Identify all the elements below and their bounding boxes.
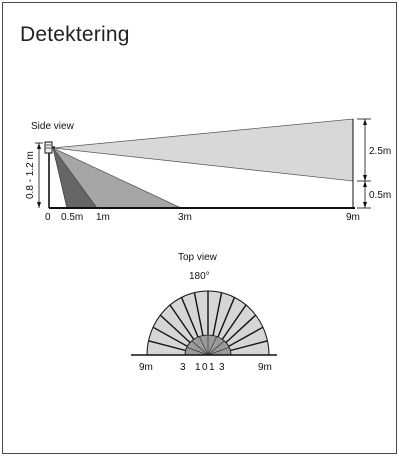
fan-spoke bbox=[221, 304, 247, 340]
range-label: 0 bbox=[45, 212, 51, 223]
distance-label: 0 bbox=[202, 362, 208, 373]
fan-spoke bbox=[217, 297, 236, 338]
inner-fan-spoke bbox=[186, 346, 209, 356]
range-label: 9m bbox=[346, 212, 360, 223]
fan-spokes bbox=[148, 291, 268, 352]
far-height-dimension: 2.5m 0.5m bbox=[357, 118, 391, 209]
inner-fan-spoke bbox=[198, 336, 209, 356]
fan-spoke bbox=[169, 304, 195, 340]
inner-fan-spoke bbox=[207, 340, 225, 356]
mount-height-label: 0.8 - 1.2 m bbox=[25, 151, 36, 199]
fan-spoke bbox=[148, 340, 186, 352]
fan-spoke bbox=[152, 326, 188, 347]
fan-spoke bbox=[193, 292, 204, 336]
top-view-distance-labels: 9m 3 1 0 1 3 9m bbox=[139, 362, 272, 373]
fan-spoke bbox=[180, 297, 199, 338]
fan-spoke bbox=[228, 326, 264, 347]
fan-spoke bbox=[230, 340, 268, 352]
distance-label: 1 bbox=[209, 362, 215, 373]
inner-fan-spoke bbox=[207, 336, 218, 356]
range-labels: 0 0.5m 1m 3m 9m bbox=[45, 212, 360, 223]
far-lower-label: 0.5m bbox=[369, 190, 391, 201]
inner-fan-spoke bbox=[191, 340, 209, 356]
side-view-label: Side view bbox=[31, 121, 75, 132]
range-label: 0.5m bbox=[61, 212, 83, 223]
fan-spoke bbox=[225, 314, 257, 344]
top-view: Top view 180° 9m 3 1 0 1 3 9m bbox=[131, 252, 277, 373]
page-title: Detektering bbox=[20, 23, 130, 46]
inner-fan-spokes bbox=[186, 335, 230, 356]
distance-label: 3 bbox=[219, 362, 225, 373]
side-view: Side view bbox=[25, 118, 391, 223]
inner-fan-spoke bbox=[207, 346, 230, 356]
fan-spoke bbox=[212, 292, 223, 336]
top-view-label: Top view bbox=[178, 252, 218, 263]
distance-label: 1 bbox=[195, 362, 201, 373]
range-label: 3m bbox=[178, 212, 192, 223]
detection-diagram: Side view bbox=[25, 118, 391, 373]
far-upper-label: 2.5m bbox=[369, 146, 391, 157]
mount-height-dimension: 0.8 - 1.2 m bbox=[25, 142, 43, 208]
distance-label: 3 bbox=[180, 362, 186, 373]
sensor-icon bbox=[44, 141, 55, 154]
distance-label: 9m bbox=[139, 362, 153, 373]
fan-spoke bbox=[159, 314, 191, 344]
range-label: 1m bbox=[96, 212, 110, 223]
distance-label: 9m bbox=[258, 362, 272, 373]
angle-label: 180° bbox=[189, 271, 210, 282]
